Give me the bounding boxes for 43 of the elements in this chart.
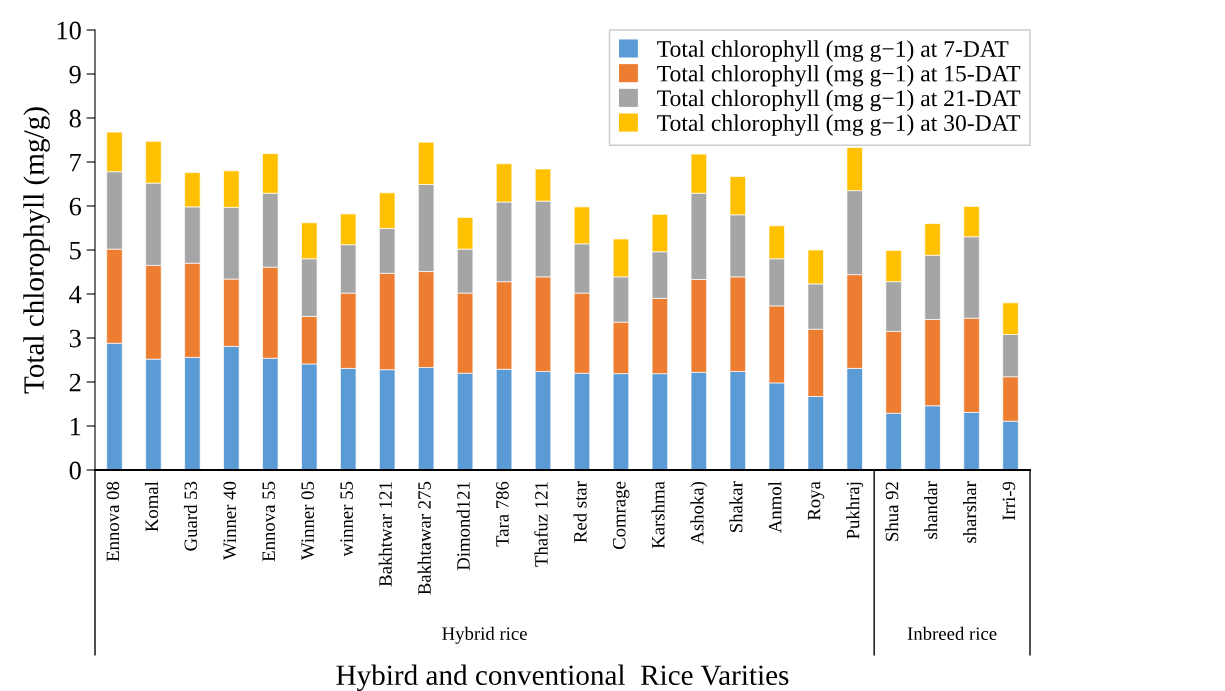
y-tick-label: 8	[69, 109, 81, 128]
x-tick-label: Tara 786	[496, 481, 509, 547]
y-tick-label: 3	[69, 329, 81, 348]
x-tick-label: Pukhraj	[846, 482, 864, 539]
y-tick-label: 2	[69, 373, 81, 392]
x-tick-label: shandar	[924, 481, 938, 539]
x-tick-label: Dimond121	[456, 482, 470, 571]
x-tick-label: Bakhtwar 121	[378, 482, 392, 587]
x-tick-label: Comrage	[612, 481, 630, 550]
y-tick-label: 0	[69, 461, 81, 480]
y-tick-label: 5	[70, 241, 81, 260]
x-tick-label: Bakhtawar 275	[417, 481, 431, 595]
x-tick-label: Shakar	[729, 481, 743, 532]
x-tick-label: Ashoka)	[690, 481, 708, 545]
y-tick-label: 4	[69, 285, 82, 304]
x-tick-label: Winner 40	[223, 481, 237, 560]
legend-label: Total chlorophyll (mg g−1) at 15-DAT	[657, 64, 1021, 87]
x-tick-label: Winner 05	[301, 481, 315, 560]
legend-label: Total chlorophyll (mg g−1) at 30-DAT	[657, 114, 1021, 136]
y-tick-label: 10	[57, 21, 81, 40]
x-tick-label: Ennova 08	[106, 481, 120, 562]
x-tick-label: Karshma	[651, 481, 665, 549]
y-tick-label: 1	[70, 417, 81, 436]
x-tick-label: Guard 53	[183, 481, 198, 551]
x-axis-title: Hybird and conventional Rice Varities	[336, 664, 789, 691]
x-tick-label: Anmol	[768, 481, 782, 534]
x-tick-label: Ennova 55	[262, 481, 276, 562]
y-axis-title: Total chlorophyll (mg/g)	[23, 107, 50, 394]
y-tick-label: 6	[69, 197, 82, 216]
text: Hybrid rice	[442, 626, 527, 644]
x-tick-label: Komal	[144, 481, 159, 532]
x-tick-label: sharshar	[963, 481, 977, 543]
legend-label: Total chlorophyll (mg g−1) at 7-DAT	[657, 40, 1009, 62]
x-tick-label: winner 55	[340, 481, 353, 557]
y-tick-label: 9	[69, 65, 81, 84]
x-tick-label: Red star	[573, 481, 587, 543]
x-tick-label: Thafuz 121	[534, 482, 548, 567]
x-tick-label: Shua 92	[885, 482, 899, 541]
x-tick-label: Irri-9	[1002, 481, 1016, 520]
y-tick-label: 7	[70, 153, 82, 172]
legend-label: Total chlorophyll (mg g−1) at 21-DAT	[657, 89, 1021, 112]
x-tick-label: Roya	[807, 481, 825, 521]
text: Inbreed rice	[907, 626, 997, 640]
